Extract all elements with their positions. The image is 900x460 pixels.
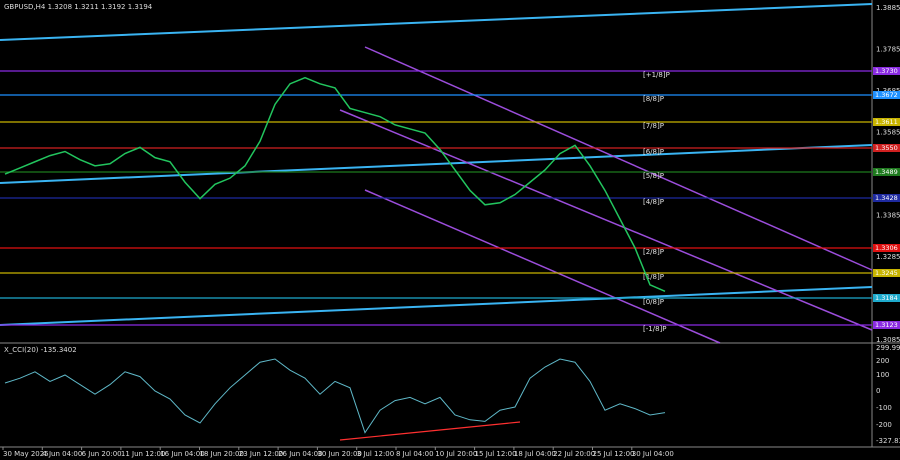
time-label: 4 Jun 04:00: [42, 450, 82, 458]
level-tag-bg: [873, 118, 900, 126]
cci-line: [4, 358, 666, 434]
level-tag: 1.3184: [875, 294, 898, 302]
time-label: 8 Jul 04:00: [396, 450, 434, 458]
time-label: 30 Jul 04:00: [632, 450, 674, 458]
channel-line: [364, 189, 721, 344]
time-label: 15 Jul 12:00: [475, 450, 517, 458]
indicator-label: X_CCI(20) -135.3402: [4, 346, 77, 354]
time-label: 25 Jul 12:00: [593, 450, 635, 458]
level-tag-bg: [873, 67, 900, 75]
channel-line: [339, 109, 873, 331]
level-tag: 1.3428: [875, 194, 898, 202]
level-tag: 1.3672: [875, 91, 898, 99]
level-label: [2/8]P: [643, 248, 664, 256]
level-tag: 1.3730: [875, 67, 898, 75]
time-label: 30 Jun 20:00: [317, 450, 361, 458]
level-tag: 1.3306: [875, 244, 898, 252]
indicator-axis-label: -100: [876, 404, 892, 412]
level-label: [7/8]P: [643, 122, 664, 130]
level-tag-bg: [873, 91, 900, 99]
level-tag: 1.3245: [875, 269, 898, 277]
time-label: 16 Jun 04:00: [160, 450, 204, 458]
level-label: [5/8]P: [643, 172, 664, 180]
level-label: [6/8]P: [643, 148, 664, 156]
price-axis-label: 1.3085: [876, 336, 900, 344]
channel-line: [364, 46, 873, 271]
trend-line: [0, 286, 873, 326]
indicator-axis-label: -200: [876, 421, 892, 429]
level-label: [8/8]P: [643, 95, 664, 103]
level-label: [+1/8]P: [643, 71, 670, 79]
level-tag-bg: [873, 144, 900, 152]
time-label: 26 Jun 04:00: [278, 450, 322, 458]
price-axis-label: 1.3285: [876, 253, 900, 261]
level-label: [1/8]P: [643, 273, 664, 281]
time-label: 30 May 2025: [3, 450, 49, 458]
level-tag: 1.3489: [875, 168, 898, 176]
divergence-line: [339, 421, 521, 441]
level-label: [4/8]P: [643, 198, 664, 206]
price-axis-label: 1.3585: [876, 129, 900, 137]
trend-line: [0, 3, 873, 41]
time-label: 18 Jun 20:00: [200, 450, 244, 458]
time-label: 18 Jul 04:00: [514, 450, 556, 458]
price-axis-label: 1.3385: [876, 212, 900, 220]
indicator-axis-label: -327.832: [876, 437, 900, 445]
time-label: 3 Jul 12:00: [357, 450, 395, 458]
trend-line: [0, 144, 873, 184]
level-tag: 1.3123: [875, 321, 898, 329]
time-label: 11 Jun 12:00: [121, 450, 165, 458]
indicator-axis-label: 299.9969: [876, 344, 900, 352]
time-label: 10 Jul 20:00: [435, 450, 477, 458]
price-line: [4, 76, 666, 292]
indicator-axis-label: 0: [876, 387, 880, 395]
level-label: [0/8]P: [643, 298, 664, 306]
price-axis-label: 1.3885: [876, 4, 900, 12]
time-label: 23 Jun 12:00: [239, 450, 283, 458]
level-tag-bg: [873, 168, 900, 176]
level-tag: 1.3550: [875, 144, 898, 152]
level-tag-bg: [873, 294, 900, 302]
indicator-axis-label: 100: [876, 371, 889, 379]
level-label: [-1/8]P: [643, 325, 666, 333]
level-tag: 1.3611: [875, 118, 898, 126]
chart-header: GBPUSD,H4 1.3208 1.3211 1.3192 1.3194: [4, 3, 153, 11]
indicator-axis-label: 200: [876, 357, 889, 365]
level-tag-bg: [873, 244, 900, 252]
time-label: 6 Jun 20:00: [82, 450, 122, 458]
level-tag-bg: [873, 321, 900, 329]
price-axis-label: 1.3785: [876, 46, 900, 54]
time-label: 22 Jul 20:00: [553, 450, 595, 458]
level-tag-bg: [873, 269, 900, 277]
level-tag-bg: [873, 194, 900, 202]
